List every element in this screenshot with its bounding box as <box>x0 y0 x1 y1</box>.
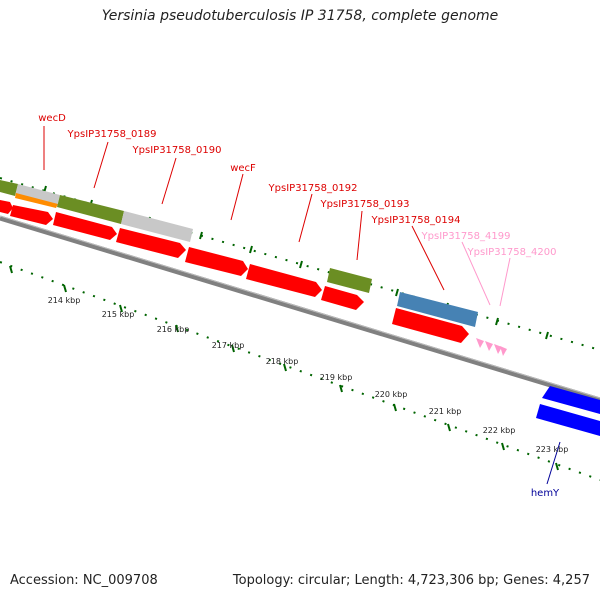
pink-marker <box>494 344 502 354</box>
gene-label: wecF <box>230 163 256 174</box>
gene-feature-olive <box>0 180 18 196</box>
scale-label: 221 kbp <box>429 407 462 416</box>
pink-marker <box>485 341 493 351</box>
gene-arrow-blue <box>542 386 600 414</box>
gene-label: YpsIP31758_0190 <box>132 145 222 156</box>
inner-tick-mark <box>339 384 343 393</box>
inner-tick-mark <box>231 344 235 353</box>
gene-label: hemY <box>531 488 560 499</box>
gene-arrow-red <box>392 308 469 343</box>
inner-tick-mark <box>501 442 505 451</box>
gene-feature-orange <box>15 193 58 208</box>
outer-tick-mark <box>199 231 203 240</box>
inner-tick-track <box>0 261 600 481</box>
inner-tick-mark <box>447 423 451 432</box>
outer-tick-mark <box>495 317 499 326</box>
outer-tick-mark <box>249 245 253 254</box>
gene-label: YpsIP31758_0194 <box>371 215 461 226</box>
scale-label: 215 kbp <box>102 310 135 319</box>
gene-label: YpsIP31758_4199 <box>421 231 511 242</box>
inner-tick-mark <box>175 324 179 333</box>
gene-label: YpsIP31758_0189 <box>67 129 157 140</box>
gene-arrow-red <box>10 205 53 225</box>
scale-label: 223 kbp <box>536 445 569 454</box>
gene-feature-gray <box>15 184 60 206</box>
scale-label: 220 kbp <box>375 390 408 399</box>
gene-labels: wecD YpsIP31758_0189 YpsIP31758_0190 wec… <box>38 113 560 499</box>
inner-tick-mark <box>63 284 67 293</box>
pink-marker <box>500 346 507 356</box>
gene-arrow-red <box>53 212 117 240</box>
inner-tick-mark <box>393 403 397 412</box>
scale-label: 214 kbp <box>48 296 81 305</box>
map-title: Yersinia pseudotuberculosis IP 31758, co… <box>101 8 499 24</box>
gene-arrow-red <box>0 200 13 214</box>
gene-arrow-red <box>246 264 322 297</box>
gene-arrow-red <box>185 247 248 276</box>
gene-feature-olive <box>327 268 372 293</box>
gene-feature-steelblue <box>397 292 478 327</box>
inner-tick-mark <box>9 265 13 274</box>
accession-text: Accession: NC_009708 <box>10 573 158 588</box>
outer-tick-mark <box>545 331 549 340</box>
scale-labels: 214 kbp 215 kbp 216 kbp 217 kbp 218 kbp … <box>48 296 569 454</box>
gene-arrow-blue <box>536 404 600 436</box>
gene-arrow-red <box>321 286 364 310</box>
inner-tick-mark <box>555 462 559 471</box>
inner-feature-row <box>0 200 600 436</box>
scale-label: 219 kbp <box>320 373 353 382</box>
outer-feature-row <box>0 180 478 327</box>
scale-label: 218 kbp <box>266 357 299 366</box>
scale-label: 216 kbp <box>157 325 190 334</box>
genome-backbone <box>0 215 600 403</box>
gene-feature-gray <box>121 211 193 242</box>
inner-tick-mark <box>119 304 123 313</box>
gene-label: YpsIP31758_4200 <box>467 247 557 258</box>
gene-feature-olive <box>57 195 124 224</box>
outer-tick-mark <box>395 288 399 297</box>
gene-label: YpsIP31758_0192 <box>268 183 358 194</box>
gene-label: wecD <box>38 113 66 124</box>
gene-arrow-red <box>116 228 186 258</box>
label-leaders <box>43 126 561 485</box>
gene-label: YpsIP31758_0193 <box>320 199 410 210</box>
outer-tick-mark <box>299 260 303 269</box>
pink-marker <box>476 338 484 348</box>
inner-tick-mark <box>283 363 287 372</box>
topology-text: Topology: circular; Length: 4,723,306 bp… <box>232 573 590 588</box>
scale-label: 222 kbp <box>483 426 516 435</box>
scale-label: 217 kbp <box>212 341 245 350</box>
